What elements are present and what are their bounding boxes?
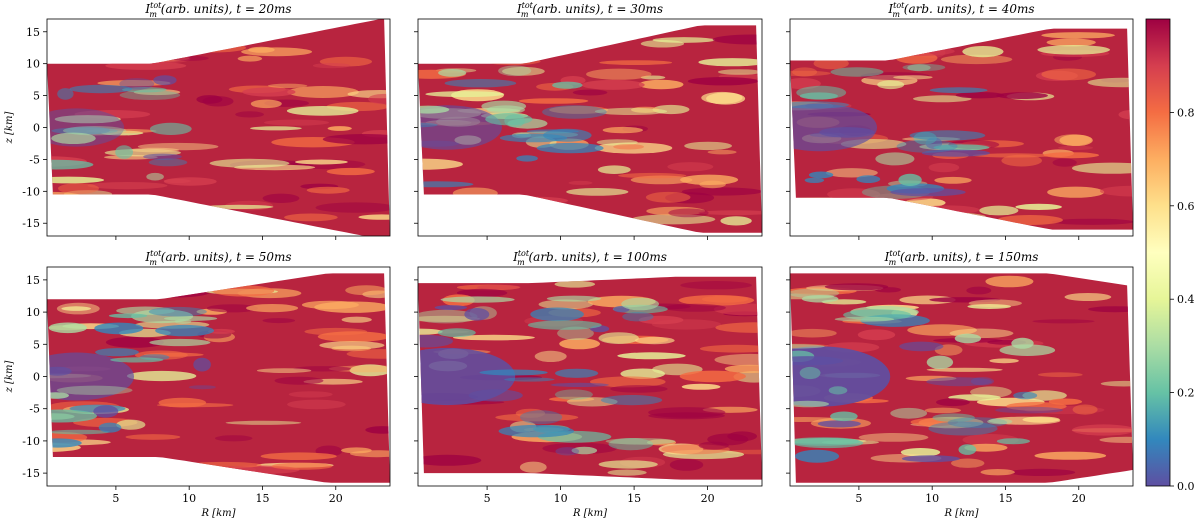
panel-title: Itot m (arb. units), t = 100ms xyxy=(512,249,667,267)
heatmap-field xyxy=(418,25,762,233)
y-axis-label: z [km] xyxy=(4,112,15,145)
colorbar-gradient xyxy=(1145,18,1171,487)
panel-title: Itot m (arb. units), t = 30ms xyxy=(516,1,663,19)
panel-6: 5 10 15 20 Itot m (arb. units), t = 150ms R [k… xyxy=(786,249,1134,519)
x-tick-label: 10 xyxy=(925,492,939,505)
y-tick-label: -5 xyxy=(29,403,40,416)
x-tick-label: 5 xyxy=(484,492,491,505)
x-tick-label: 15 xyxy=(255,492,269,505)
panel-4: 5 10 15 20 15 10 5 0 -5 -10 -15 Itot m (arb. units),… xyxy=(4,249,391,519)
y-tick-label: -15 xyxy=(22,217,40,230)
heatmap-field xyxy=(790,28,1133,230)
y-tick-label: 0 xyxy=(33,371,40,384)
panel-2: Itot m (arb. units), t = 30ms xyxy=(414,1,763,240)
x-tick-label: 10 xyxy=(182,492,196,505)
y-tick-label: 10 xyxy=(26,306,40,319)
panel-title: Itot m (arb. units), t = 40ms xyxy=(887,1,1034,19)
colorbar-tick-label: 0.4 xyxy=(1177,293,1195,306)
heatmap-field xyxy=(47,273,390,483)
x-tick-label: 15 xyxy=(998,492,1012,505)
x-tick-label: 20 xyxy=(1072,492,1086,505)
colorbar-tick-label: 0.6 xyxy=(1177,200,1195,213)
heatmap-field xyxy=(47,19,390,236)
panel-title: Itot m (arb. units), t = 150ms xyxy=(884,249,1039,267)
colorbar-tick-label: 0.8 xyxy=(1177,106,1195,119)
colorbar: 0.0 0.2 0.4 0.6 0.8 xyxy=(1145,18,1195,493)
heatmap-field xyxy=(790,273,1133,483)
panel-1: 15 10 5 0 -5 -10 -15 Itot m (arb. units), t = 20… xyxy=(4,1,391,240)
y-tick-label: -10 xyxy=(22,435,40,448)
y-axis-label: z [km] xyxy=(4,361,15,394)
x-tick-label: 10 xyxy=(554,492,568,505)
y-tick-label: 5 xyxy=(33,90,40,103)
y-tick-label: 5 xyxy=(33,338,40,351)
y-tick-label: 10 xyxy=(26,58,40,71)
panel-title: Itot m (arb. units), t = 20ms xyxy=(144,1,291,19)
x-tick-label: 20 xyxy=(701,492,715,505)
colorbar-tick-label: 0.0 xyxy=(1177,480,1195,493)
y-tick-label: 0 xyxy=(33,122,40,135)
x-tick-label: 20 xyxy=(329,492,343,505)
panel-5: 5 10 15 20 Itot m (arb. units), t = 100ms R [k… xyxy=(414,249,763,519)
x-axis-label: R [km] xyxy=(200,508,235,519)
y-tick-label: -15 xyxy=(22,467,40,480)
x-axis-label: R [km] xyxy=(943,508,978,519)
x-tick-label: 5 xyxy=(112,492,119,505)
y-tick-label: 15 xyxy=(26,26,40,39)
panel-title: Itot m (arb. units), t = 50ms xyxy=(144,249,291,267)
y-tick-label: -5 xyxy=(29,153,40,166)
x-tick-label: 5 xyxy=(855,492,862,505)
x-tick-label: 15 xyxy=(627,492,641,505)
colorbar-tick-label: 0.2 xyxy=(1177,387,1195,400)
y-tick-label: -10 xyxy=(22,185,40,198)
panel-3: Itot m (arb. units), t = 40ms xyxy=(786,1,1134,240)
y-tick-label: 15 xyxy=(26,274,40,287)
x-axis-label: R [km] xyxy=(572,508,607,519)
heatmap-field xyxy=(418,276,762,480)
